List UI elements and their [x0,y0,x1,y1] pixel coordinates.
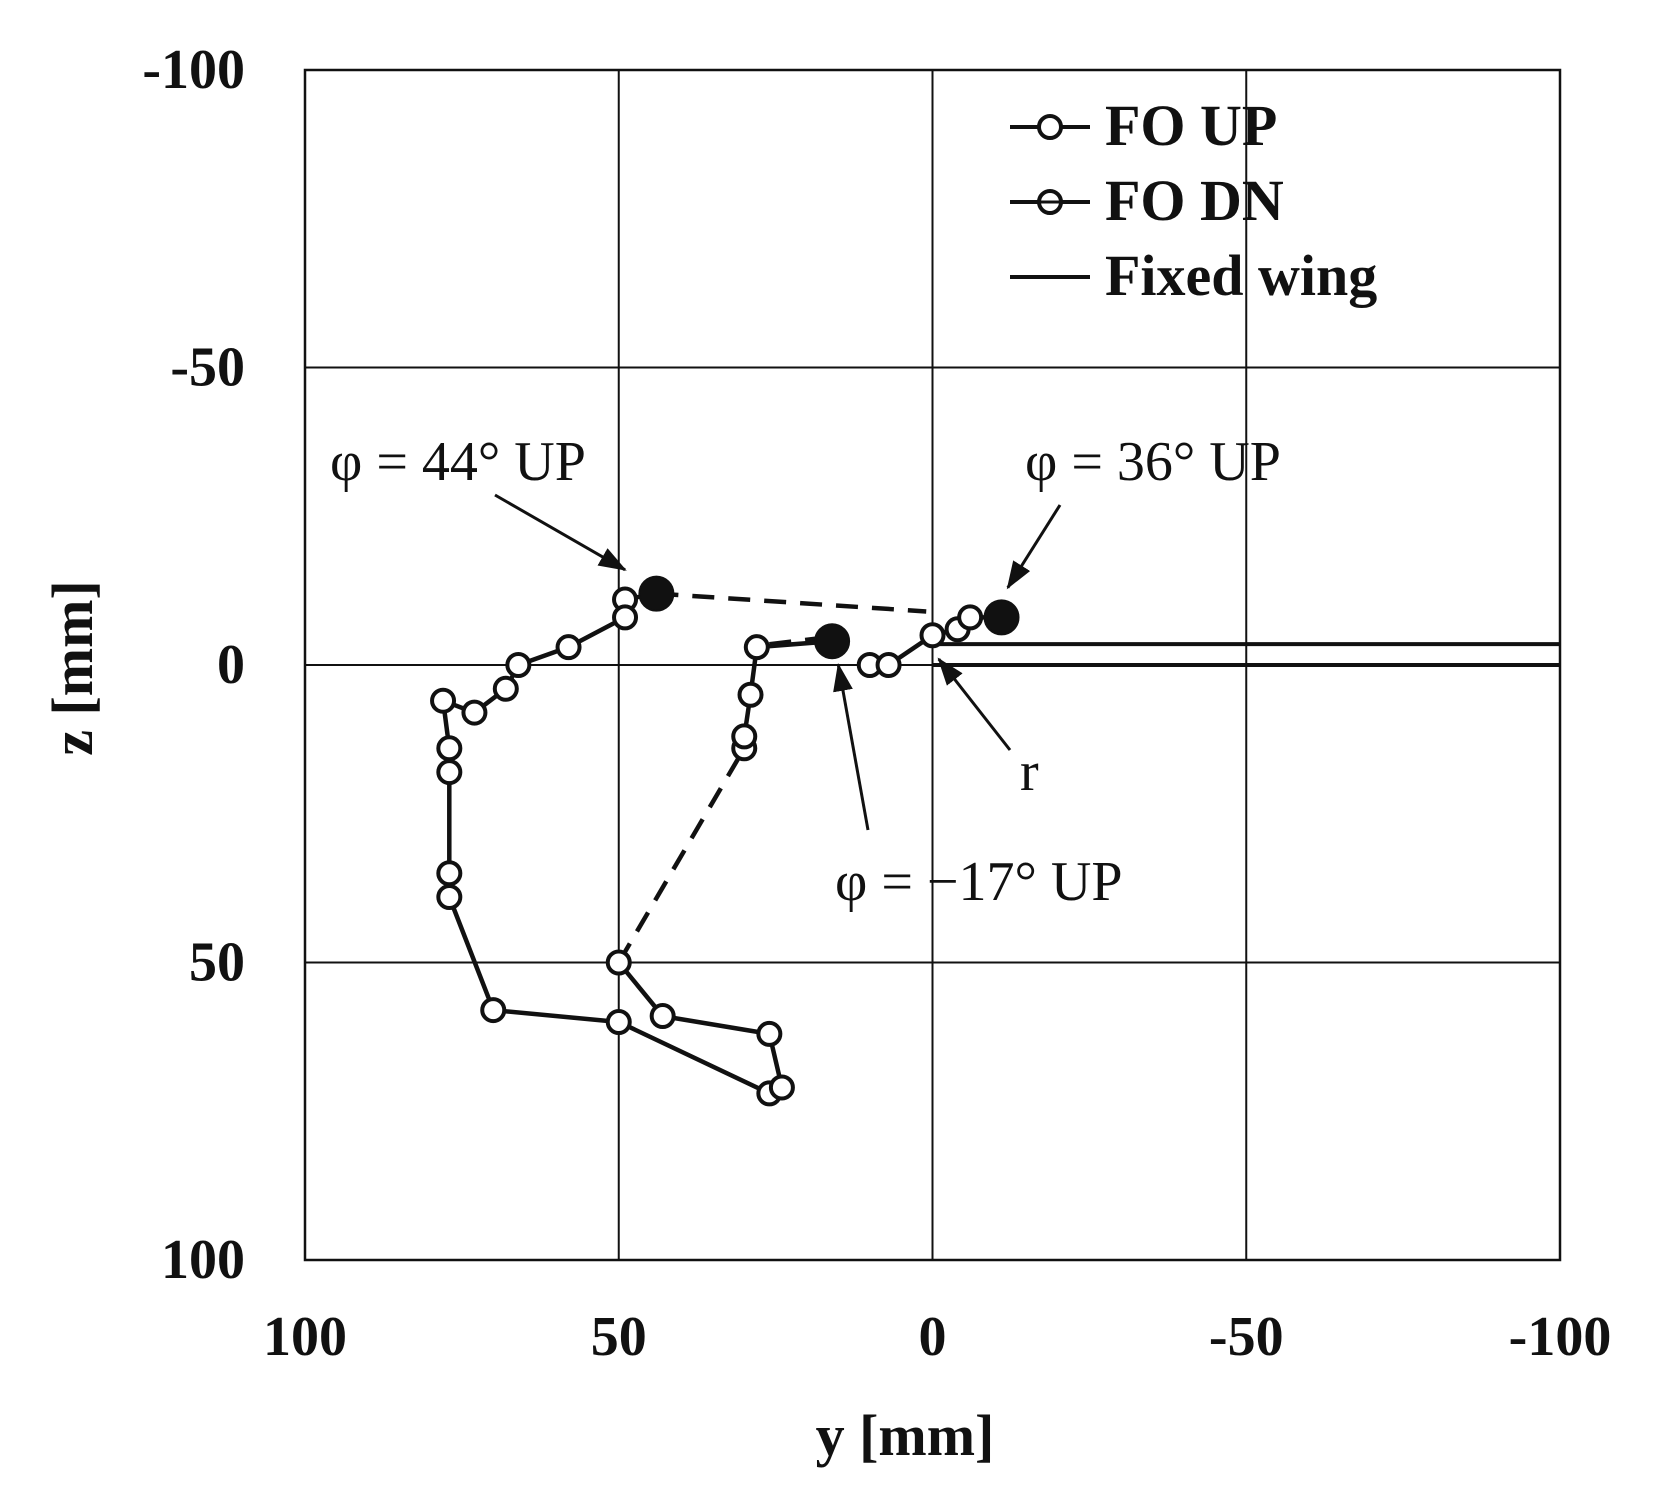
annotation-label: φ = −17° UP [835,851,1122,913]
legend-label: FO UP [1105,93,1277,158]
fo-data-point [768,1074,795,1101]
fo-data-point [480,997,507,1024]
fo-data-point [492,675,519,702]
highlighted-point [638,575,675,612]
fo-data-point [436,884,463,911]
fo-data-point [605,949,632,976]
y-tick-label: -100 [142,39,245,101]
series-layer [430,575,1560,1107]
annotation-arrow [937,657,1012,751]
legend-label: FO DN [1105,168,1284,233]
fo-data-point [649,1003,676,1030]
fo-data-point [875,652,902,678]
fo-data-point [743,634,770,661]
annotation-arrow [494,493,627,572]
x-axis-label: y [mm] [816,1403,995,1468]
x-tick-label: -50 [1209,1306,1284,1368]
fo-data-point [605,1009,632,1035]
fo-data-point [461,699,488,726]
x-tick-label: -100 [1509,1306,1612,1368]
fo-data-point [555,634,582,661]
fo-data-point [436,759,463,786]
fo-data-point [436,860,463,887]
y-tick-label: 100 [161,1229,245,1291]
fo-data-point [737,681,764,708]
annotation-arrow [833,663,870,831]
x-tick-label: 50 [591,1306,647,1368]
y-tick-label: 0 [217,634,245,696]
fo-data-point [756,1020,783,1047]
dashed-path-segment [769,635,820,647]
dashed-path-segment [656,591,927,614]
fo-data-point [957,604,984,631]
dashed-path-segment [616,747,747,964]
y-axis-label: z [mm] [40,580,105,756]
x-tick-label: 0 [919,1306,947,1368]
annotation-arrow [1006,504,1062,590]
fo-data-point [919,622,946,649]
fo-data-point [505,652,532,678]
annotation-label: φ = 36° UP [1025,431,1281,493]
legend: FO UP FO DN Fixed wing [1010,93,1377,308]
annotation-label: r [1020,741,1039,803]
fo-data-point [436,735,463,762]
highlighted-point [814,623,851,660]
y-tick-label: -50 [170,337,245,399]
annotations: φ = 44° UP φ = 36° UP φ = −17° UP r [330,431,1281,913]
y-tick-label: 50 [189,932,245,994]
highlighted-point [983,599,1020,636]
fo-data-point [430,687,457,714]
tick-labels: 100 50 0 -50 -100 -100 -50 0 50 100 [142,39,1611,1368]
x-tick-label: 100 [263,1306,347,1368]
fo-data-point [612,604,639,631]
legend-label: Fixed wing [1105,243,1377,308]
annotation-label: φ = 44° UP [330,431,586,493]
fo-data-point [731,723,758,750]
legend-marker [1037,114,1063,140]
